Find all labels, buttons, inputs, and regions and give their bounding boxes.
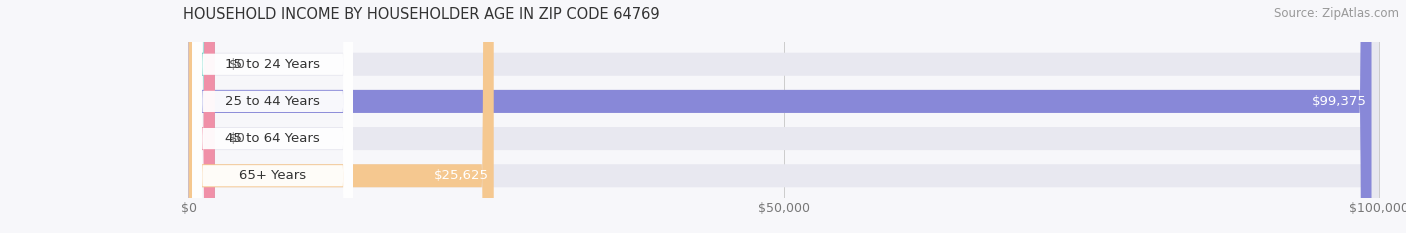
FancyBboxPatch shape <box>193 0 353 233</box>
FancyBboxPatch shape <box>188 0 1379 233</box>
Text: 25 to 44 Years: 25 to 44 Years <box>225 95 321 108</box>
Text: $0: $0 <box>229 58 246 71</box>
FancyBboxPatch shape <box>188 0 1379 233</box>
FancyBboxPatch shape <box>188 0 215 233</box>
FancyBboxPatch shape <box>188 0 1379 233</box>
Text: HOUSEHOLD INCOME BY HOUSEHOLDER AGE IN ZIP CODE 64769: HOUSEHOLD INCOME BY HOUSEHOLDER AGE IN Z… <box>183 7 659 22</box>
FancyBboxPatch shape <box>188 0 1371 233</box>
FancyBboxPatch shape <box>188 0 215 233</box>
FancyBboxPatch shape <box>193 0 353 233</box>
Text: Source: ZipAtlas.com: Source: ZipAtlas.com <box>1274 7 1399 20</box>
FancyBboxPatch shape <box>193 0 353 233</box>
Text: 45 to 64 Years: 45 to 64 Years <box>225 132 321 145</box>
Text: $0: $0 <box>229 132 246 145</box>
FancyBboxPatch shape <box>193 0 353 233</box>
Text: 65+ Years: 65+ Years <box>239 169 307 182</box>
Text: 15 to 24 Years: 15 to 24 Years <box>225 58 321 71</box>
FancyBboxPatch shape <box>188 0 1379 233</box>
Text: $99,375: $99,375 <box>1312 95 1367 108</box>
FancyBboxPatch shape <box>188 0 494 233</box>
Text: $25,625: $25,625 <box>434 169 489 182</box>
